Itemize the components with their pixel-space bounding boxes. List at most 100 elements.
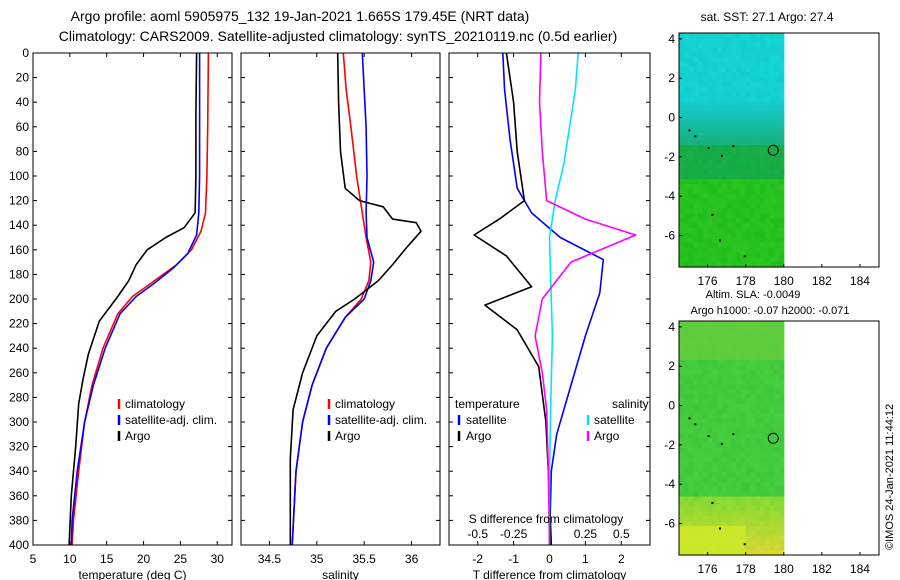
heatmap-cell: [717, 481, 723, 488]
heatmap-cell: [721, 447, 728, 454]
heatmap-cell: [717, 428, 723, 434]
heatmap-cell: [679, 389, 685, 395]
heatmap-cell: [712, 101, 718, 107]
heatmap-cell: [726, 550, 732, 556]
heatmap-cell: [750, 140, 756, 146]
heatmap-cell: [774, 477, 780, 483]
heatmap-cell: [779, 232, 785, 239]
y-tick-label: 200: [9, 292, 29, 306]
heatmap-cell: [702, 394, 709, 400]
heatmap-cell: [769, 345, 775, 351]
heatmap-cell: [731, 213, 737, 219]
heatmap-cell: [702, 125, 709, 132]
heatmap-cell: [702, 335, 709, 342]
heatmap-cell: [745, 189, 752, 195]
heatmap-cell: [779, 33, 785, 39]
heatmap-cell: [712, 350, 718, 356]
heatmap-cell: [683, 462, 690, 468]
heatmap-cell: [693, 203, 699, 210]
heatmap-cell: [779, 101, 785, 107]
x-tick-label: 5: [30, 552, 37, 566]
heatmap-cell: [707, 47, 713, 54]
heatmap-cell: [721, 462, 728, 468]
heatmap-cell: [707, 76, 713, 83]
heatmap-cell: [750, 423, 756, 429]
heatmap-cell: [679, 511, 685, 517]
heatmap-cell: [731, 52, 737, 58]
plot-frame: [448, 52, 651, 546]
heatmap-cell: [774, 115, 780, 122]
heatmap-cell: [726, 135, 732, 141]
heatmap-cell: [698, 403, 704, 410]
heatmap-cell: [717, 506, 723, 512]
heatmap-cell: [779, 72, 785, 78]
heatmap-cell: [759, 355, 766, 361]
heatmap-cell: [679, 525, 685, 532]
heatmap-cell: [683, 321, 690, 327]
heatmap-cell: [764, 384, 771, 390]
heatmap-cell: [759, 193, 766, 200]
difference-panel: -2 -1 0 1 2T difference from climatologytemp…: [448, 52, 651, 580]
heatmap-cell: [726, 413, 732, 420]
heatmap-cell: [759, 481, 766, 488]
heatmap-cell: [702, 452, 709, 459]
heatmap-cell: [774, 462, 780, 468]
heatmap-cell: [750, 345, 756, 351]
heatmap-cell: [774, 452, 780, 459]
heatmap-cell: [679, 150, 685, 156]
heatmap-cell: [779, 389, 785, 395]
heatmap-cell: [779, 486, 785, 493]
heatmap-cell: [769, 228, 775, 234]
heatmap-cell: [679, 369, 685, 376]
heatmap-cell: [736, 101, 742, 107]
heatmap-cell: [764, 57, 771, 63]
heatmap-cell: [731, 472, 737, 478]
heatmap-cell: [755, 91, 761, 97]
heatmap-cell: [688, 111, 694, 117]
heatmap-cell: [698, 47, 704, 54]
heatmap-cell: [707, 442, 713, 449]
heatmap-cell: [731, 91, 737, 97]
heatmap-cell: [764, 164, 771, 171]
heatmap-cell: [764, 223, 771, 229]
heatmap-cell: [774, 52, 780, 58]
heatmap-cell: [740, 262, 747, 268]
heatmap-cell: [764, 169, 771, 175]
x-tick-label: 20: [137, 552, 151, 566]
heatmap-cell: [750, 101, 756, 107]
heatmap-cell: [731, 394, 737, 400]
heatmap-cell: [774, 394, 780, 400]
heatmap-cell: [745, 355, 752, 361]
heatmap-cell: [740, 140, 747, 146]
heatmap-cell: [702, 530, 709, 537]
heatmap-cell: [736, 325, 742, 332]
heatmap-cell: [769, 91, 775, 97]
heatmap-cell: [693, 37, 699, 44]
heatmap-cell: [688, 257, 694, 263]
heatmap-cell: [683, 91, 690, 97]
heatmap-cell: [726, 189, 732, 195]
heatmap-cell: [745, 106, 752, 112]
heatmap-cell: [702, 218, 709, 224]
heatmap-cell: [745, 57, 752, 63]
heatmap-cell: [755, 184, 761, 190]
heatmap-cell: [726, 101, 732, 107]
heatmap-cell: [774, 325, 780, 332]
heatmap-cell: [721, 184, 728, 190]
heatmap-cell: [679, 433, 685, 439]
heatmap-cell: [717, 394, 723, 400]
heatmap-cell: [693, 350, 699, 356]
heatmap-cell: [717, 345, 723, 351]
heatmap-cell: [707, 550, 713, 556]
heatmap-cell: [731, 321, 737, 327]
heatmap-cell: [750, 125, 756, 132]
heatmap-cell: [726, 374, 732, 381]
heatmap-cell: [736, 374, 742, 381]
heatmap-cell: [759, 37, 766, 44]
heatmap-cell: [769, 76, 775, 83]
heatmap-cell: [769, 399, 775, 405]
heatmap-cell: [698, 213, 704, 219]
heatmap-cell: [702, 442, 709, 449]
heatmap-cell: [721, 52, 728, 58]
heatmap-cell: [736, 252, 742, 258]
